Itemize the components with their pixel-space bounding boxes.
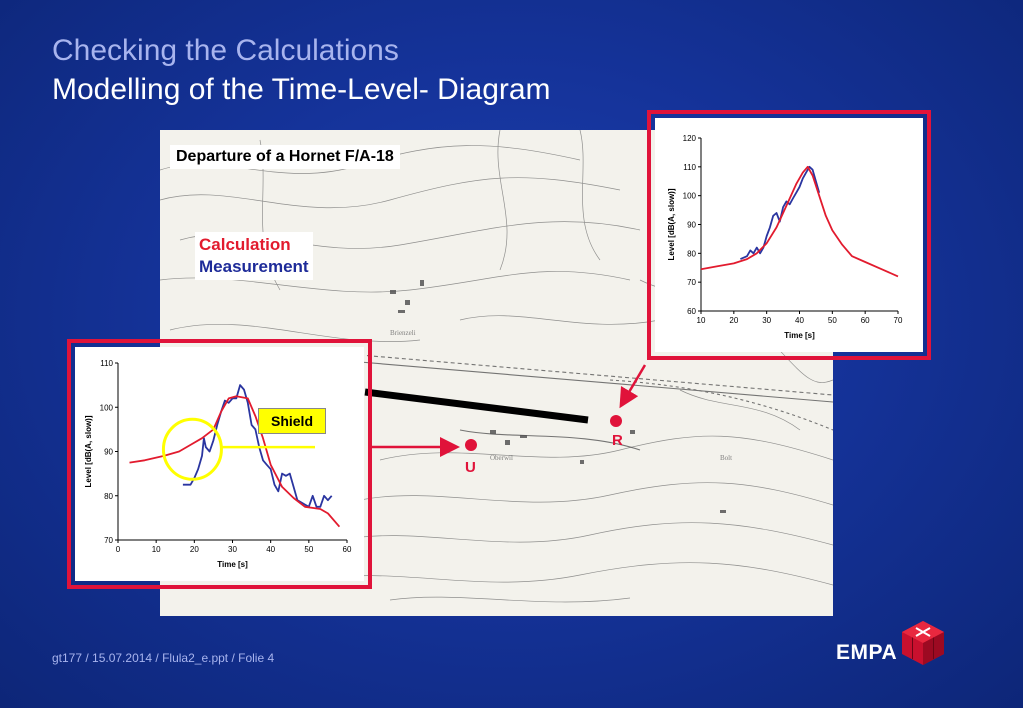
svg-text:Brienzeli: Brienzeli xyxy=(390,329,416,337)
x-tick-label: 30 xyxy=(762,316,771,325)
y-tick-label: 60 xyxy=(687,307,696,316)
footer-text: gt177 / 15.07.2014 / Flula2_e.ppt / Foli… xyxy=(52,651,275,665)
x-tick-label: 10 xyxy=(152,545,161,554)
slide-subtitle: Modelling of the Time-Level- Diagram xyxy=(52,73,551,106)
x-tick-label: 70 xyxy=(894,316,903,325)
y-tick-label: 70 xyxy=(104,536,113,545)
legend-calculation: Calculation xyxy=(199,235,291,254)
marker-u-label: U xyxy=(465,459,476,476)
y-tick-label: 90 xyxy=(687,221,696,230)
shield-label: Shield xyxy=(258,408,326,434)
chart-r-frame: 60 70 80 90 100 110 120 10 20 30 40 50 60 70 Time [s] L… xyxy=(647,110,931,360)
y-tick-label: 100 xyxy=(100,403,114,412)
y-tick-label: 90 xyxy=(104,448,113,457)
y-axis-label: Level [dB(A, slow)] xyxy=(667,188,676,260)
x-tick-label: 10 xyxy=(697,316,706,325)
slide-title: Checking the Calculations xyxy=(52,34,399,67)
chart-u-frame: 70 80 90 100 110 0 10 20 30 40 50 60 Time [s] Level [… xyxy=(67,339,372,589)
marker-r-label: R xyxy=(612,432,623,449)
y-tick-label: 80 xyxy=(104,492,113,501)
y-tick-label: 110 xyxy=(683,163,696,172)
measurement-series-line xyxy=(182,384,333,508)
empa-logo-text: EMPA xyxy=(836,641,898,664)
svg-text:Oberwil: Oberwil xyxy=(490,454,513,462)
y-tick-label: 80 xyxy=(687,249,696,258)
shield-highlight-circle xyxy=(161,417,223,481)
empa-logo-icon xyxy=(902,621,944,665)
x-axis-label: Time [s] xyxy=(784,331,815,340)
calculation-series-line xyxy=(700,165,899,278)
legend: Calculation Measurement xyxy=(195,232,313,280)
legend-measurement: Measurement xyxy=(199,257,309,276)
chart-r: 60 70 80 90 100 110 120 10 20 30 40 50 60 70 Time [s] L… xyxy=(667,134,903,340)
chart-u: 70 80 90 100 110 0 10 20 30 40 50 60 Time [s] Level [… xyxy=(84,359,352,569)
x-tick-label: 40 xyxy=(795,316,804,325)
y-tick-label: 120 xyxy=(683,134,697,143)
y-tick-label: 110 xyxy=(100,359,113,368)
x-tick-label: 30 xyxy=(228,545,237,554)
x-tick-label: 50 xyxy=(304,545,313,554)
y-tick-label: 100 xyxy=(683,192,697,201)
calculation-series-line xyxy=(129,395,341,528)
x-axis-label: Time [s] xyxy=(217,560,248,569)
marker-u xyxy=(465,439,477,451)
x-tick-label: 20 xyxy=(729,316,738,325)
x-tick-label: 60 xyxy=(343,545,352,554)
aircraft-label: Departure of a Hornet F/A-18 xyxy=(170,145,400,169)
y-axis-label: Level [dB(A, slow)] xyxy=(84,415,93,487)
x-tick-label: 60 xyxy=(861,316,870,325)
marker-r xyxy=(610,415,622,427)
measurement-series-line xyxy=(740,165,821,260)
x-tick-label: 40 xyxy=(266,545,275,554)
x-tick-label: 0 xyxy=(116,545,121,554)
x-tick-label: 20 xyxy=(190,545,199,554)
svg-text:Bolt: Bolt xyxy=(720,454,732,462)
x-tick-label: 50 xyxy=(828,316,837,325)
flight-path xyxy=(364,388,589,424)
y-tick-label: 70 xyxy=(687,278,696,287)
